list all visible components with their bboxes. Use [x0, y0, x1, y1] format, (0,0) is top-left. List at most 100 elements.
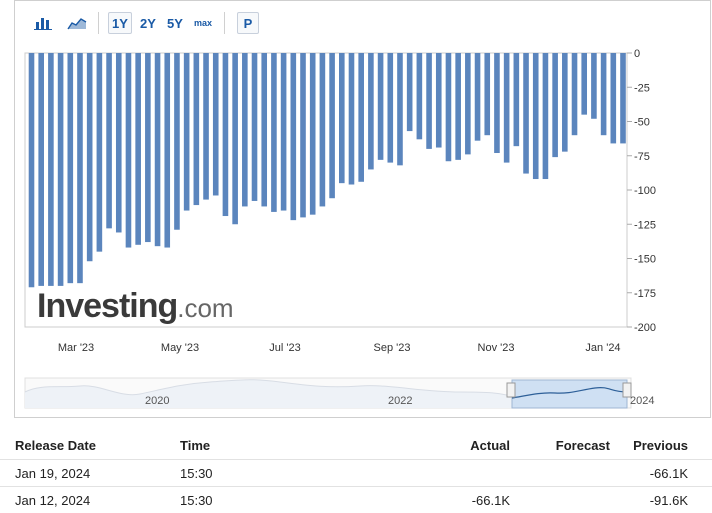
bar[interactable] [387, 53, 393, 163]
bar[interactable] [446, 53, 452, 161]
header-release-date: Release Date [0, 432, 180, 460]
table-row: Jan 19, 2024 15:30 -66.1K [0, 460, 712, 487]
bar[interactable] [494, 53, 500, 153]
bar[interactable] [562, 53, 568, 152]
bar[interactable] [223, 53, 229, 216]
bar[interactable] [436, 53, 442, 148]
bar[interactable] [397, 53, 403, 165]
x-tick-label: Jul '23 [269, 342, 300, 354]
bar[interactable] [38, 53, 44, 286]
header-actual: Actual [420, 432, 510, 460]
bar[interactable] [417, 53, 423, 139]
bar[interactable] [300, 53, 306, 217]
bar[interactable] [261, 53, 267, 206]
bar[interactable] [533, 53, 539, 179]
history-table: Release Date Time Actual Forecast Previo… [0, 432, 712, 513]
x-tick-label: May '23 [161, 342, 199, 354]
x-tick-label: Jan '24 [585, 342, 620, 354]
bar[interactable] [155, 53, 161, 246]
bar[interactable] [591, 53, 597, 119]
bar[interactable] [349, 53, 355, 185]
header-time: Time [180, 432, 420, 460]
y-tick-label: -200 [634, 322, 656, 334]
bar[interactable] [58, 53, 64, 286]
bar[interactable] [310, 53, 316, 215]
bar[interactable] [135, 53, 141, 245]
table-row: Jan 12, 2024 15:30 -66.1K -91.6K [0, 487, 712, 513]
bar[interactable] [116, 53, 122, 232]
bar[interactable] [126, 53, 132, 248]
bar[interactable] [543, 53, 549, 179]
y-tick-label: -100 [634, 185, 656, 197]
y-tick-label: -75 [634, 151, 650, 163]
bar[interactable] [48, 53, 54, 286]
bar[interactable] [252, 53, 258, 201]
bar[interactable] [329, 53, 335, 198]
bar[interactable] [97, 53, 103, 252]
bar[interactable] [426, 53, 432, 149]
bar[interactable] [291, 53, 297, 220]
y-tick-label: -175 [634, 288, 656, 300]
bar[interactable] [281, 53, 287, 211]
cell-previous: -66.1K [610, 460, 712, 487]
navigator-left-handle[interactable] [507, 383, 515, 397]
cell-actual [420, 460, 510, 487]
navigator-label-2022: 2022 [388, 395, 412, 407]
bar[interactable] [339, 53, 345, 183]
bar[interactable] [184, 53, 190, 211]
bar[interactable] [484, 53, 490, 135]
bar[interactable] [87, 53, 93, 261]
watermark-suffix: .com [177, 293, 233, 323]
cell-forecast [510, 460, 610, 487]
bar[interactable] [552, 53, 558, 157]
bar[interactable] [455, 53, 461, 160]
x-tick-label: Nov '23 [478, 342, 515, 354]
bar[interactable] [213, 53, 219, 195]
bar[interactable] [523, 53, 529, 174]
bar[interactable] [611, 53, 617, 143]
bar[interactable] [271, 53, 277, 212]
bar[interactable] [620, 53, 626, 143]
cell-actual: -66.1K [420, 487, 510, 513]
bar[interactable] [194, 53, 200, 205]
cell-release-date: Jan 19, 2024 [0, 460, 180, 487]
bar[interactable] [67, 53, 73, 283]
bar[interactable] [475, 53, 481, 141]
investing-watermark-logo: Investing.com [37, 287, 234, 326]
watermark-brand: Investing [37, 287, 177, 325]
bar[interactable] [203, 53, 209, 200]
bar[interactable] [572, 53, 578, 135]
bar[interactable] [174, 53, 180, 230]
bar[interactable] [164, 53, 170, 248]
header-forecast: Forecast [510, 432, 610, 460]
bar[interactable] [106, 53, 112, 228]
cell-release-date: Jan 12, 2024 [0, 487, 180, 513]
bar[interactable] [407, 53, 413, 131]
bar[interactable] [465, 53, 471, 154]
range-navigator[interactable]: 2020 2022 2024 [25, 378, 654, 408]
navigator-label-2024: 2024 [630, 395, 654, 407]
bar[interactable] [77, 53, 83, 283]
x-tick-label: Sep '23 [374, 342, 411, 354]
bar[interactable] [29, 53, 35, 287]
y-tick-label: -25 [634, 82, 650, 94]
bar[interactable] [601, 53, 607, 135]
bar[interactable] [145, 53, 151, 242]
bar[interactable] [358, 53, 364, 182]
y-tick-label: -125 [634, 219, 656, 231]
bar[interactable] [514, 53, 520, 146]
bar[interactable] [368, 53, 374, 169]
bar[interactable] [378, 53, 384, 160]
y-tick-label: -150 [634, 254, 656, 266]
bar[interactable] [232, 53, 238, 224]
bar[interactable] [581, 53, 587, 115]
bar[interactable] [242, 53, 248, 206]
table-header-row: Release Date Time Actual Forecast Previo… [0, 432, 712, 460]
cell-forecast [510, 487, 610, 513]
navigator-selection[interactable] [512, 380, 627, 408]
bar[interactable] [504, 53, 510, 163]
bar[interactable] [320, 53, 326, 206]
cell-time: 15:30 [180, 460, 420, 487]
x-tick-label: Mar '23 [58, 342, 94, 354]
